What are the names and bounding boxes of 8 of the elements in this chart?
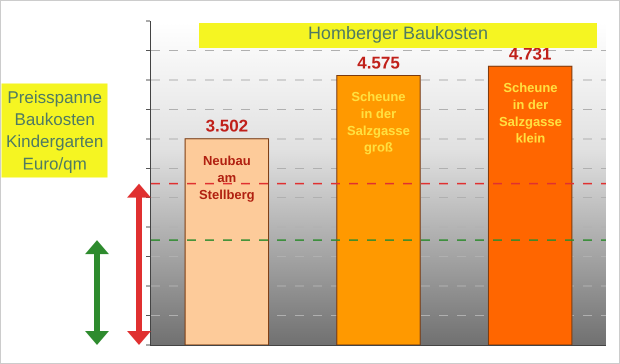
data-label: 4.575 (357, 53, 400, 72)
x-tick-label: Neubau am Stellberg (199, 153, 255, 202)
data-label: 3.502 (206, 116, 248, 136)
x-tick-label: Scheune in der Salzgasse klein (499, 80, 562, 146)
y-axis-title: Preisspanne Baukosten Kindergarten Euro/qm (6, 88, 104, 174)
x-tick-label: Scheune in der Salzgasse groß (347, 89, 410, 155)
chart-title: Homberger Baukosten (308, 23, 488, 43)
data-label: 4.731 (508, 44, 552, 64)
